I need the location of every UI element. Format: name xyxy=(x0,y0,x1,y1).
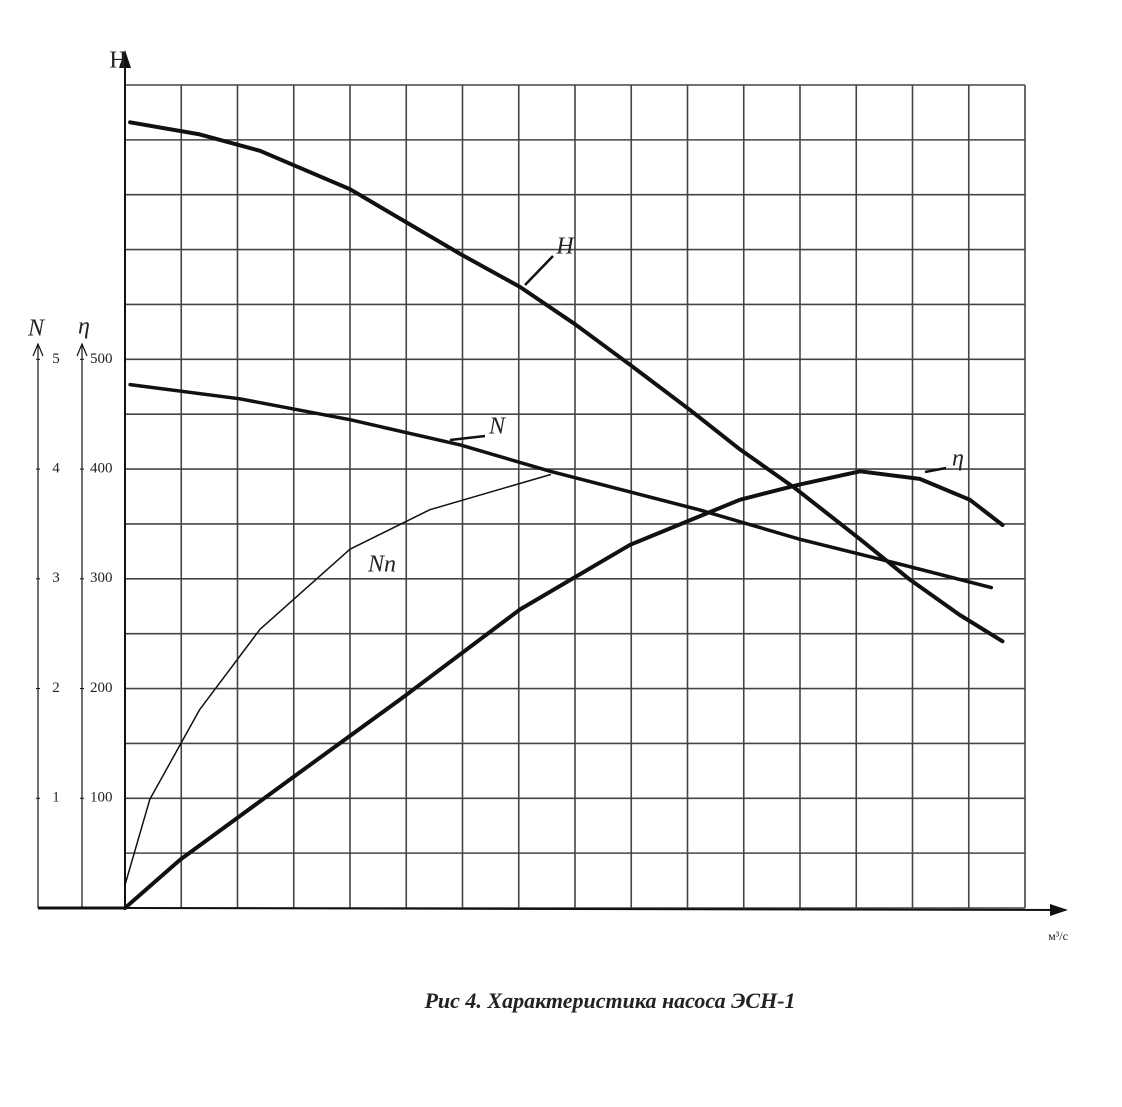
y2-tick-label: 5 xyxy=(52,351,60,367)
series-line xyxy=(124,473,552,886)
series-line xyxy=(123,469,1005,910)
series-label: Nn xyxy=(367,552,396,578)
y-tick-label: 100 xyxy=(90,790,113,806)
eta-axis-arrow xyxy=(76,342,88,357)
y2-tick-label: 4 xyxy=(52,461,60,477)
y2-tick-label: 1 xyxy=(52,790,60,806)
series-label: η xyxy=(952,446,964,472)
y-tick-label: 200 xyxy=(90,680,113,696)
x-axis-arrow xyxy=(1050,904,1068,916)
y2-tick-label: 3 xyxy=(52,570,60,586)
eta-axis-title: η xyxy=(78,314,90,340)
label-pointer xyxy=(924,466,947,474)
y-tick-label: 400 xyxy=(90,461,113,477)
x-axis xyxy=(124,907,1063,911)
n-axis-arrow xyxy=(32,342,44,357)
y-axis-title: H xyxy=(109,48,126,74)
y-tick-label: 500 xyxy=(90,351,113,367)
series-label: N xyxy=(488,414,507,440)
series-line xyxy=(128,382,994,590)
y-axis-arrow xyxy=(119,50,131,68)
x-axis-title: м³/с xyxy=(1048,929,1068,943)
label-pointer xyxy=(524,255,554,286)
y2-tick-label: 2 xyxy=(52,680,60,696)
chart-title: Рис 4. Характеристика насоса ЭСН-1 xyxy=(423,988,795,1013)
series-line xyxy=(128,120,1005,644)
label-pointer xyxy=(449,434,486,442)
series-label: H xyxy=(555,234,575,260)
n-axis-title: N xyxy=(27,316,46,342)
y-tick-label: 300 xyxy=(90,570,113,586)
